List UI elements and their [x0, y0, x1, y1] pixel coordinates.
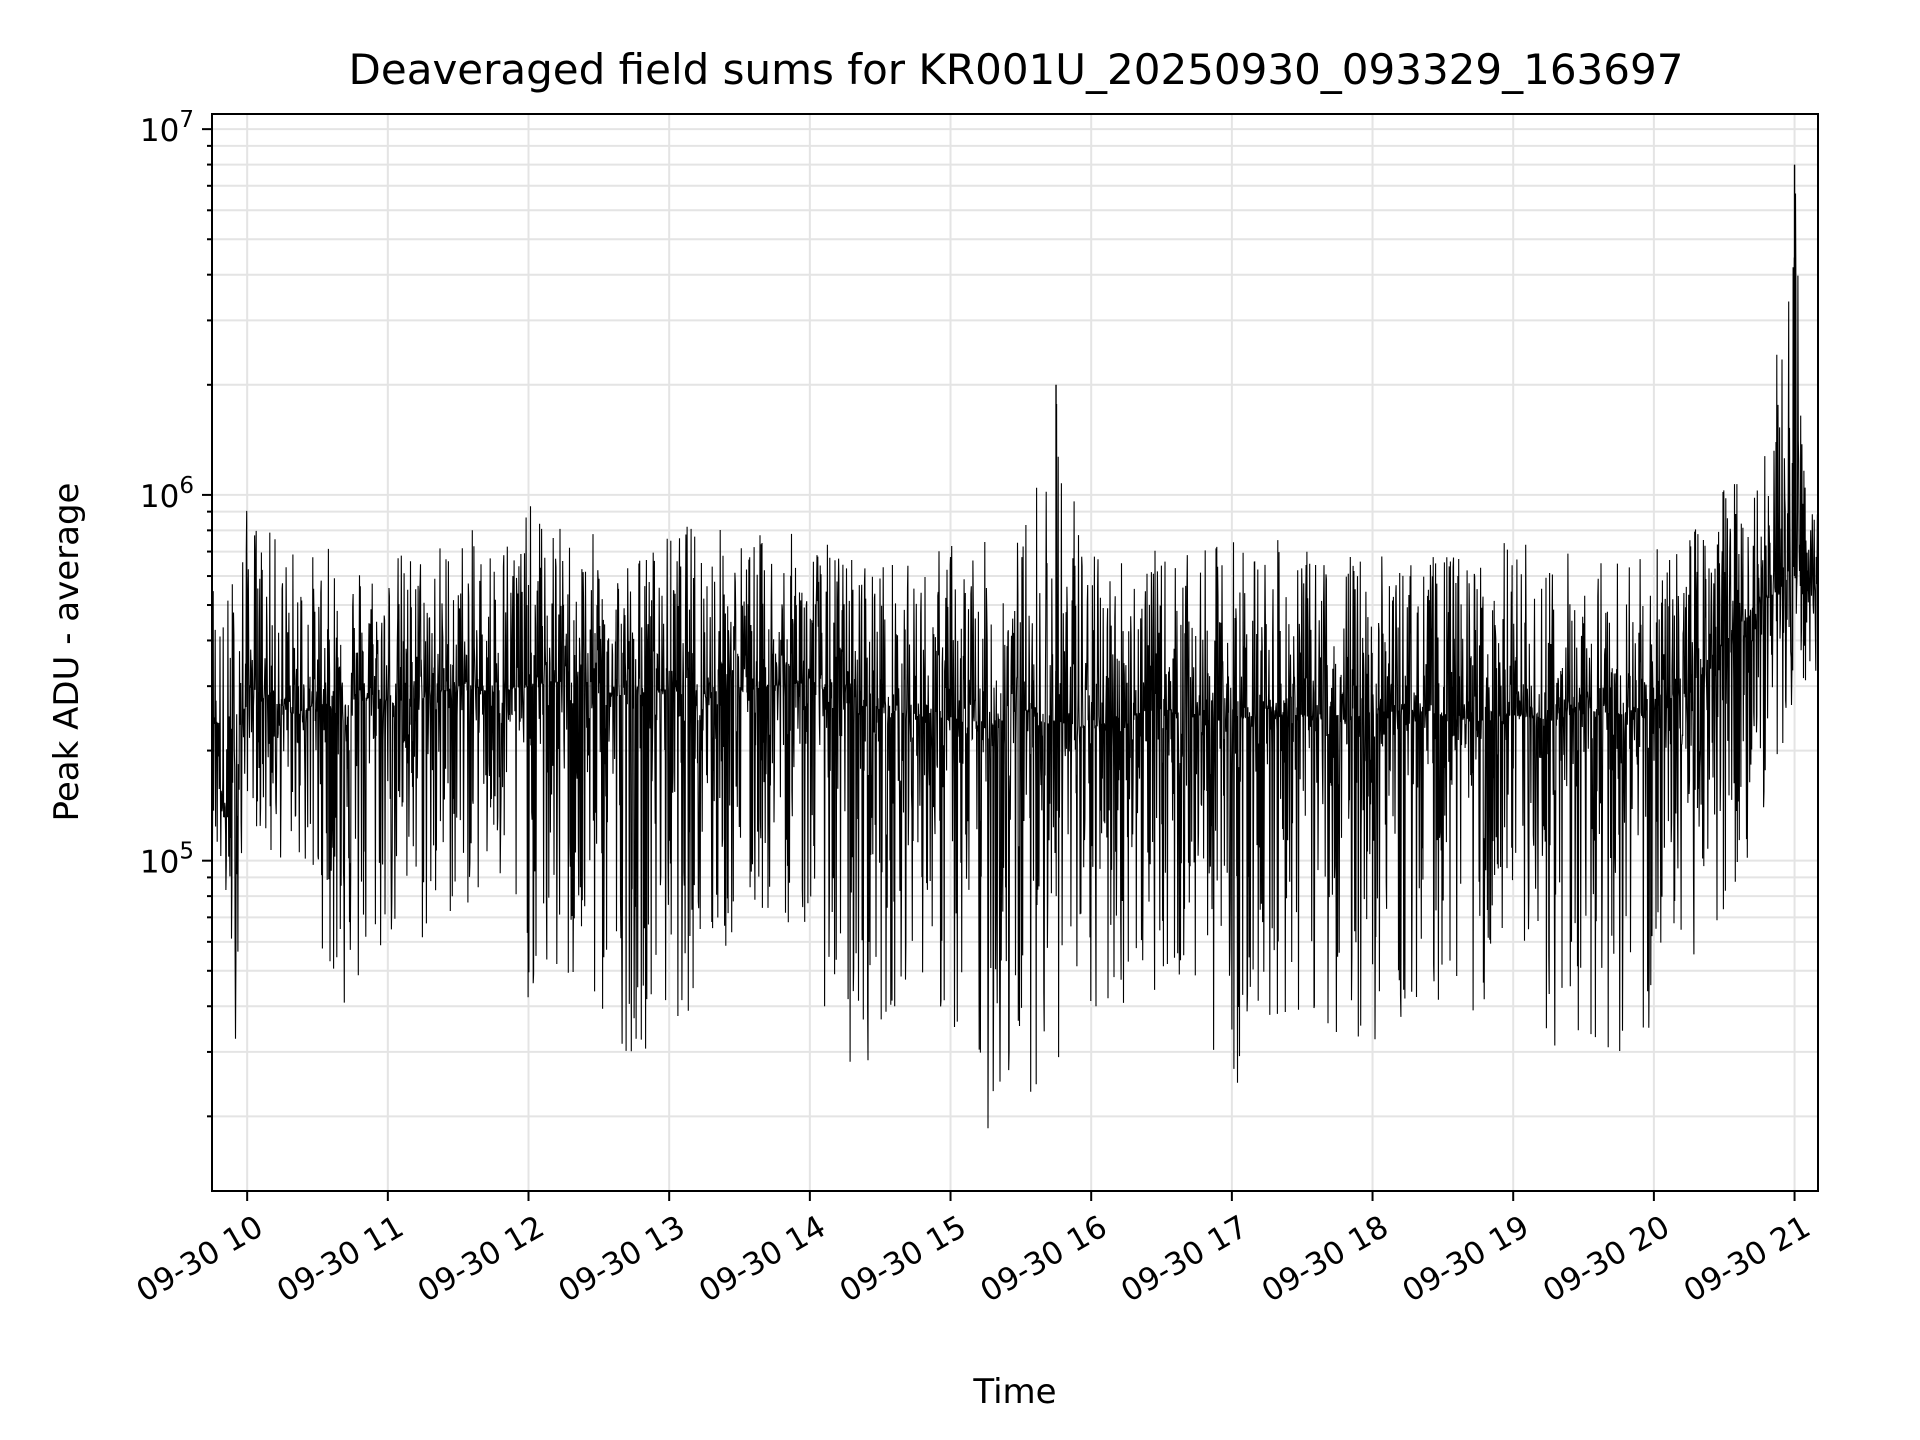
y-tick-label: 106 [140, 473, 194, 515]
y-axis-label: Peak ADU - average [47, 483, 87, 822]
x-axis-label: Time [972, 1372, 1056, 1412]
chart-title: Deaveraged field sums for KR001U_2025093… [349, 45, 1684, 94]
y-tick-label: 105 [140, 839, 194, 881]
y-tick-label: 107 [140, 107, 194, 149]
series-group [211, 164, 1819, 1129]
plot-frame [211, 113, 1819, 1192]
y-axis: 105 106 107 [140, 107, 212, 1118]
series-line [211, 193, 1819, 1129]
